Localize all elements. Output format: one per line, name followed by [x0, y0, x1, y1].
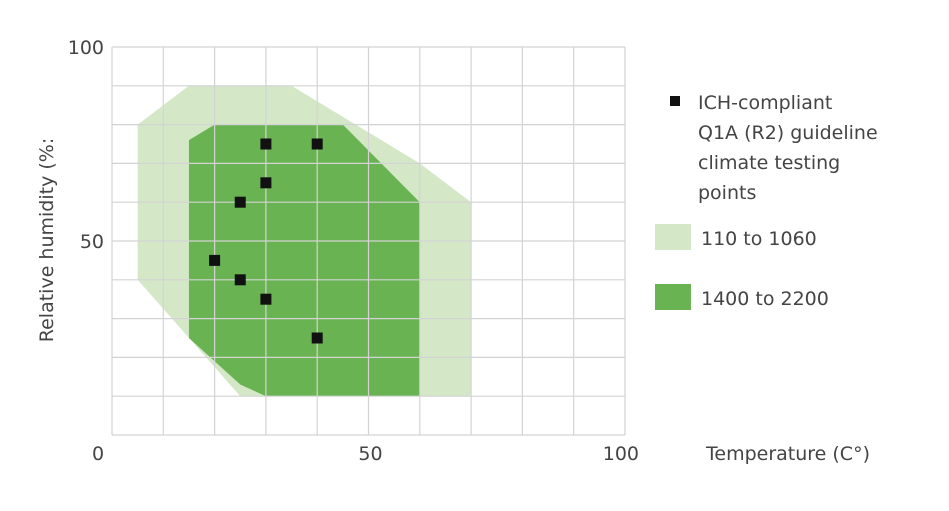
legend-label-line: ICH-compliant	[698, 92, 833, 114]
legend-item-dark-band: 1400 to 2200	[655, 284, 945, 314]
legend-label-line: climate testing	[698, 152, 841, 174]
y-axis-label: Relative humidity (%:	[36, 138, 58, 342]
grid-layer	[111, 46, 626, 436]
x-axis-label: Temperature (C°)	[705, 443, 870, 465]
legend-label-dark-band: 1400 to 2200	[701, 288, 829, 310]
test-point	[260, 138, 272, 150]
legend-swatch-dark	[655, 284, 691, 310]
legend-label-light-band: 110 to 1060	[701, 228, 817, 250]
test-point	[209, 254, 221, 266]
legend-label-line: Q1A (R2) guideline	[698, 122, 878, 144]
legend-label-points: ICH-compliant Q1A (R2) guideline climate…	[698, 88, 878, 208]
test-point	[260, 293, 272, 305]
points-layer	[209, 138, 323, 344]
x-tick-label: 0	[92, 443, 104, 465]
x-tick-label: 100	[603, 443, 639, 465]
y-tick-label: 100	[68, 37, 104, 59]
legend-item-light-band: 110 to 1060	[655, 224, 945, 254]
legend-swatch-light	[655, 224, 691, 250]
test-point	[234, 274, 246, 286]
region-dark	[188, 124, 420, 397]
x-tick-label: 50	[358, 443, 382, 465]
legend-label-line: points	[698, 182, 757, 204]
test-point	[234, 196, 246, 208]
test-point	[311, 332, 323, 344]
ticks-layer: 0 50 100 50 100	[68, 37, 639, 465]
legend: ICH-compliant Q1A (R2) guideline climate…	[655, 88, 945, 314]
legend-marker-square	[670, 96, 680, 106]
y-tick-label: 50	[80, 231, 104, 253]
legend-item-points: ICH-compliant Q1A (R2) guideline climate…	[655, 88, 945, 208]
test-point	[260, 177, 272, 189]
test-point	[311, 138, 323, 150]
